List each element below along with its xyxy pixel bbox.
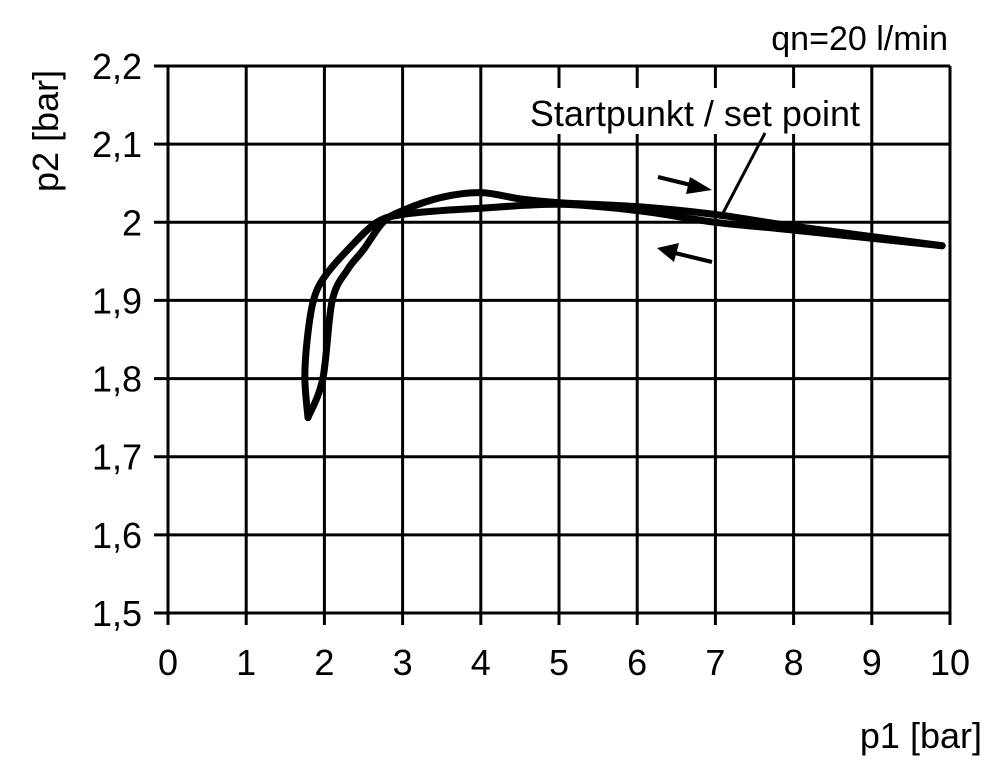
x-axis-label: p1 [bar]	[860, 715, 982, 756]
y-axis-label: p2 [bar]	[25, 70, 66, 192]
y-tick-label: 2,2	[92, 46, 142, 87]
y-tick-label: 1,8	[92, 359, 142, 400]
x-tick-label: 3	[393, 642, 413, 683]
annotation-background	[505, 88, 865, 134]
x-tick-label: 4	[471, 642, 491, 683]
series-line-1	[301, 200, 946, 422]
tick-labels: 0 1 2 3 4 5 6 7 8 9 10 2,2 2,1 2 1,9 1,8 1,7 1,6 1,5	[92, 46, 970, 683]
grid	[154, 64, 952, 625]
x-tick-label: 10	[930, 642, 970, 683]
flow-rate-annotation: qn=20 l/min	[771, 20, 948, 58]
x-tick-label: 6	[627, 642, 647, 683]
y-tick-label: 2,1	[92, 124, 142, 165]
x-tick-label: 7	[705, 642, 725, 683]
x-tick-label: 2	[314, 642, 334, 683]
y-tick-label: 1,7	[92, 437, 142, 478]
x-tick-label: 9	[862, 642, 882, 683]
y-tick-label: 2	[122, 202, 142, 243]
set-point-annotation: Startpunkt / set point	[530, 93, 860, 134]
x-tick-label: 8	[784, 642, 804, 683]
series-line-2	[304, 189, 946, 422]
y-tick-label: 1,9	[92, 280, 142, 321]
x-tick-label: 5	[549, 642, 569, 683]
set-point-leader-line	[720, 132, 767, 216]
series-group	[301, 189, 946, 422]
y-tick-label: 1,5	[92, 593, 142, 634]
y-tick-label: 1,6	[92, 515, 142, 556]
x-tick-label: 0	[158, 642, 178, 683]
arrow-increasing	[657, 175, 712, 194]
arrow-decreasing	[657, 243, 713, 264]
x-tick-label: 1	[236, 642, 256, 683]
